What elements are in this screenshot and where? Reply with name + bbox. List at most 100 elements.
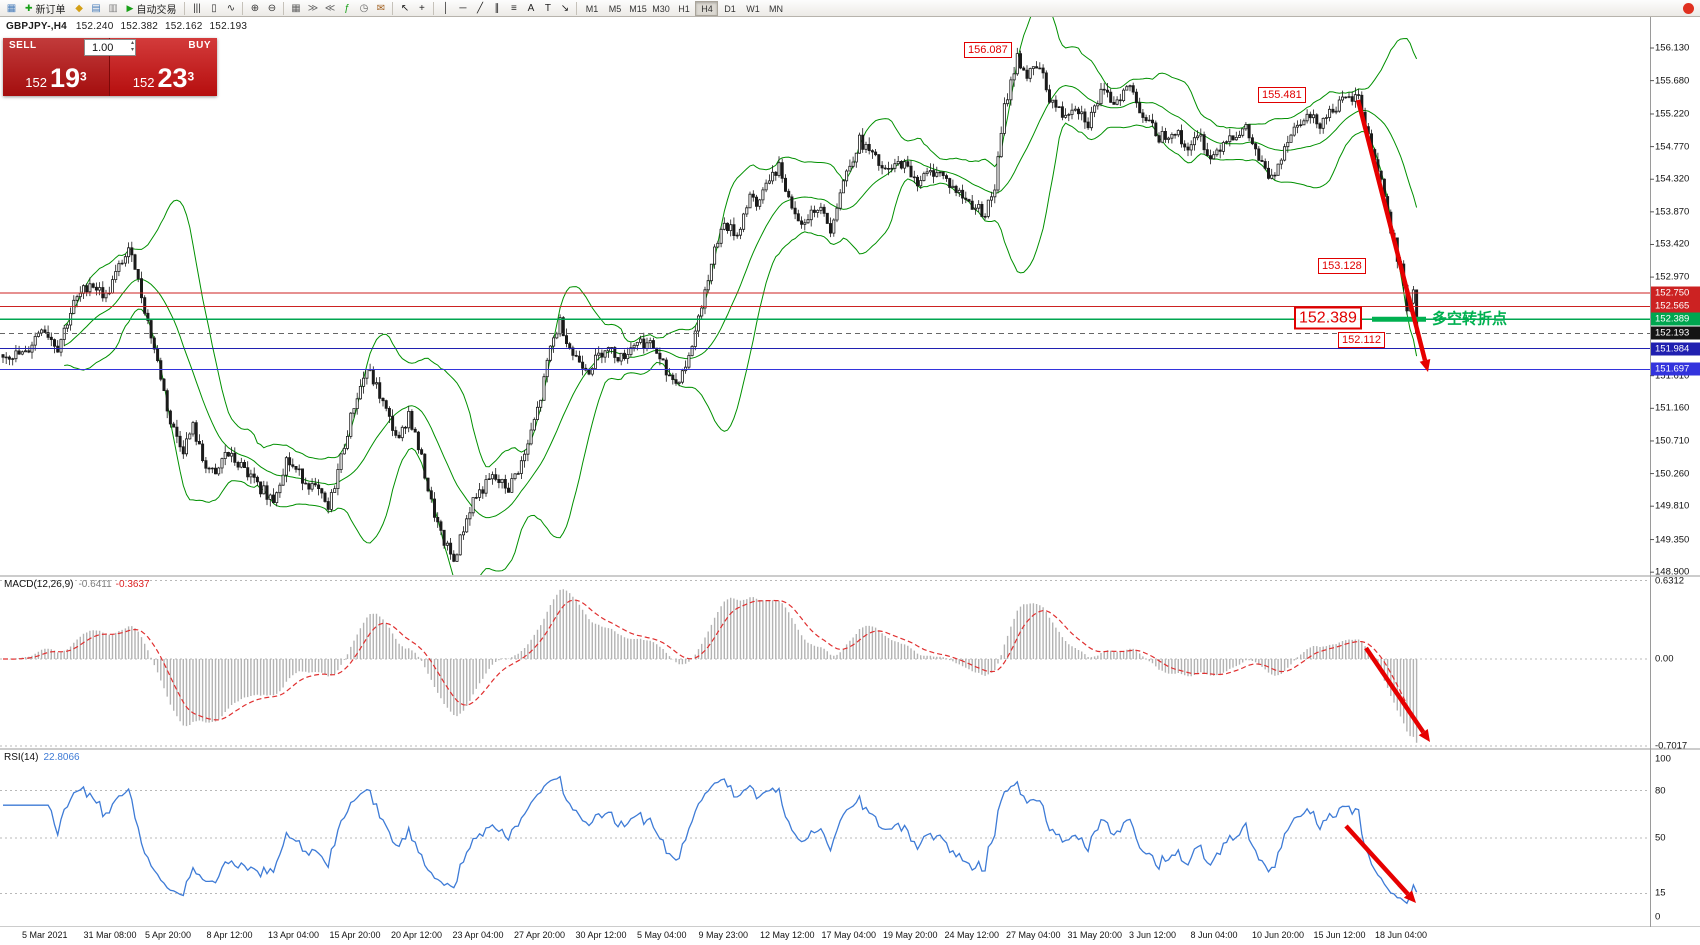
price-axis-label: 153.870 bbox=[1655, 206, 1690, 218]
new-order-button[interactable]: ✚ 新订单 bbox=[20, 1, 71, 16]
terminal-icon[interactable]: ▥ bbox=[108, 2, 118, 14]
volume-value: 1.00 bbox=[92, 41, 114, 54]
candle-wicks bbox=[2, 47, 1417, 563]
time-axis: 5 Mar 2021 31 Mar 08:00 5 Apr 20:00 8 Apr 1… bbox=[0, 927, 1700, 945]
toolbar-separator bbox=[433, 1, 435, 15]
auto-trading-button[interactable]: ▶ 自动交易 bbox=[122, 1, 182, 16]
macd-histogram bbox=[8, 589, 1418, 743]
trend-arrow bbox=[1344, 824, 1410, 896]
timeframe-button-d1[interactable]: D1 bbox=[724, 3, 736, 14]
periods-icon[interactable]: ◷ bbox=[359, 2, 369, 14]
price-level-badge: 151.697 bbox=[1651, 362, 1700, 376]
auto-trading-button-label: 自动交易 bbox=[136, 4, 177, 16]
fibonacci-icon[interactable]: ≡ bbox=[511, 2, 517, 14]
volume-up-icon[interactable]: ▴ bbox=[130, 40, 134, 46]
timeframe-button-h1[interactable]: H1 bbox=[678, 3, 690, 14]
timeframe-button-m5[interactable]: M5 bbox=[608, 3, 622, 14]
toolbar-separator bbox=[283, 1, 285, 15]
indicators-icon[interactable]: ƒ bbox=[344, 2, 350, 14]
timeframe-button-w1[interactable]: W1 bbox=[746, 3, 760, 14]
time-axis-label: 15 Jun 12:00 bbox=[1313, 930, 1366, 940]
ohlc-high: 152.382 bbox=[120, 21, 159, 32]
text-icon[interactable]: A bbox=[527, 2, 535, 14]
symbol-title: GBPJPY-,H4 bbox=[6, 21, 67, 32]
cursor-icon[interactable]: ↖ bbox=[400, 2, 410, 14]
time-axis-label: 12 May 12:00 bbox=[760, 930, 815, 940]
rsi-panel bbox=[0, 775, 1650, 905]
one-click-trading-panel: SELL 152 193 BUY 152 233 1.00 ▴ ▾ bbox=[3, 38, 217, 96]
ohlc-open: 152.240 bbox=[75, 21, 114, 32]
line-chart-icon[interactable]: ∿ bbox=[226, 2, 236, 14]
price-axis-label: 149.810 bbox=[1655, 500, 1690, 512]
volume-input[interactable]: 1.00 ▴ ▾ bbox=[84, 39, 136, 56]
price-axis-label: 150.260 bbox=[1655, 468, 1690, 480]
crosshair-icon[interactable]: + bbox=[419, 2, 425, 14]
auto-trading-icon: ▶ bbox=[126, 2, 134, 13]
time-axis-label: 17 May 04:00 bbox=[821, 930, 877, 940]
chart-shift-icon[interactable]: ≪ bbox=[324, 2, 336, 14]
price-axis-label: 149.350 bbox=[1655, 534, 1690, 546]
new-order-icon: ✚ bbox=[25, 2, 33, 13]
time-axis-label: 3 Jun 12:00 bbox=[1129, 930, 1177, 940]
label-icon[interactable]: T bbox=[544, 2, 552, 14]
time-axis-label: 9 May 23:00 bbox=[698, 930, 749, 940]
rsi-line bbox=[3, 775, 1418, 905]
timeframe-button-m1[interactable]: M1 bbox=[585, 3, 599, 14]
time-axis-label: 31 May 20:00 bbox=[1067, 930, 1123, 940]
time-axis-label: 30 Apr 12:00 bbox=[575, 930, 627, 940]
new-chart-icon[interactable]: ▦ bbox=[6, 2, 17, 14]
timeframe-button-mn[interactable]: MN bbox=[768, 3, 783, 14]
price-level-badge: 152.389 bbox=[1651, 312, 1700, 326]
price-axis-label: 155.680 bbox=[1655, 75, 1690, 87]
timeframe-button-h4[interactable]: H4 bbox=[695, 0, 719, 16]
time-axis-label: 27 May 04:00 bbox=[1006, 930, 1061, 940]
rsi-axis-label: 80 bbox=[1655, 785, 1666, 797]
trend-arrow-head bbox=[1419, 359, 1431, 372]
toolbar-separator bbox=[184, 1, 186, 15]
buy-button[interactable]: BUY 152 233 bbox=[110, 38, 217, 96]
volume-down-icon[interactable]: ▾ bbox=[130, 47, 134, 53]
macd-axis-label: 0.6312 bbox=[1655, 575, 1685, 587]
tile-windows-icon[interactable]: ▦ bbox=[291, 2, 301, 14]
sell-label: SELL bbox=[9, 40, 37, 51]
notification-badge-icon[interactable] bbox=[1683, 3, 1694, 14]
timeframe-button-m30[interactable]: M30 bbox=[652, 3, 670, 14]
channel-icon[interactable]: ∥ bbox=[494, 2, 500, 14]
toolbar-separator bbox=[392, 1, 394, 15]
trendline-icon[interactable]: ╱ bbox=[476, 2, 483, 14]
price-axis-label: 152.970 bbox=[1655, 271, 1690, 283]
zoom-out-icon[interactable]: ⊖ bbox=[267, 2, 277, 14]
time-axis-label: 27 Apr 20:00 bbox=[514, 930, 566, 940]
market-watch-icon[interactable]: ◆ bbox=[75, 2, 83, 14]
time-axis-label: 8 Jun 04:00 bbox=[1190, 930, 1238, 940]
candlestick-icon[interactable]: ▯ bbox=[211, 2, 217, 14]
trend-arrow bbox=[1355, 99, 1428, 361]
zoom-in-icon[interactable]: ⊕ bbox=[250, 2, 260, 14]
templates-icon[interactable]: ✉ bbox=[376, 2, 386, 14]
data-window-icon[interactable]: ▤ bbox=[91, 2, 101, 14]
price-level-badge: 152.565 bbox=[1651, 299, 1700, 313]
time-axis-label: 23 Apr 04:00 bbox=[452, 930, 504, 940]
macd-axis-label: -0.7017 bbox=[1655, 740, 1688, 752]
horizontal-line-icon[interactable]: ─ bbox=[459, 2, 467, 14]
price-axis: 156.130 155.680 155.220 154.770 154.320 153.8… bbox=[1651, 0, 1700, 945]
buy-label: BUY bbox=[188, 40, 211, 51]
price-axis-label: 155.220 bbox=[1655, 108, 1690, 120]
price-axis-label: 151.160 bbox=[1655, 402, 1690, 414]
auto-scroll-icon[interactable]: ≫ bbox=[307, 2, 319, 14]
bar-chart-icon[interactable]: ||| bbox=[193, 2, 201, 14]
time-axis-label: 5 Mar 2021 bbox=[22, 930, 68, 940]
macd-signal-line bbox=[3, 599, 1418, 722]
candlestick-panel bbox=[0, 17, 1650, 575]
vertical-line-icon[interactable]: │ bbox=[442, 2, 450, 14]
timeframe-button-m15[interactable]: M15 bbox=[629, 3, 647, 14]
time-axis-label: 5 May 04:00 bbox=[637, 930, 687, 940]
arrow-objects-icon[interactable]: ↘ bbox=[560, 2, 570, 14]
time-axis-label: 19 May 20:00 bbox=[883, 930, 938, 940]
time-axis-label: 8 Apr 12:00 bbox=[206, 930, 253, 940]
toolbar-separator bbox=[576, 1, 578, 15]
bullish-candles bbox=[4, 53, 1415, 562]
symbol-info: GBPJPY-,H4 152.240 152.382 152.162 152.1… bbox=[6, 21, 251, 32]
new-order-button-label: 新订单 bbox=[35, 4, 66, 16]
